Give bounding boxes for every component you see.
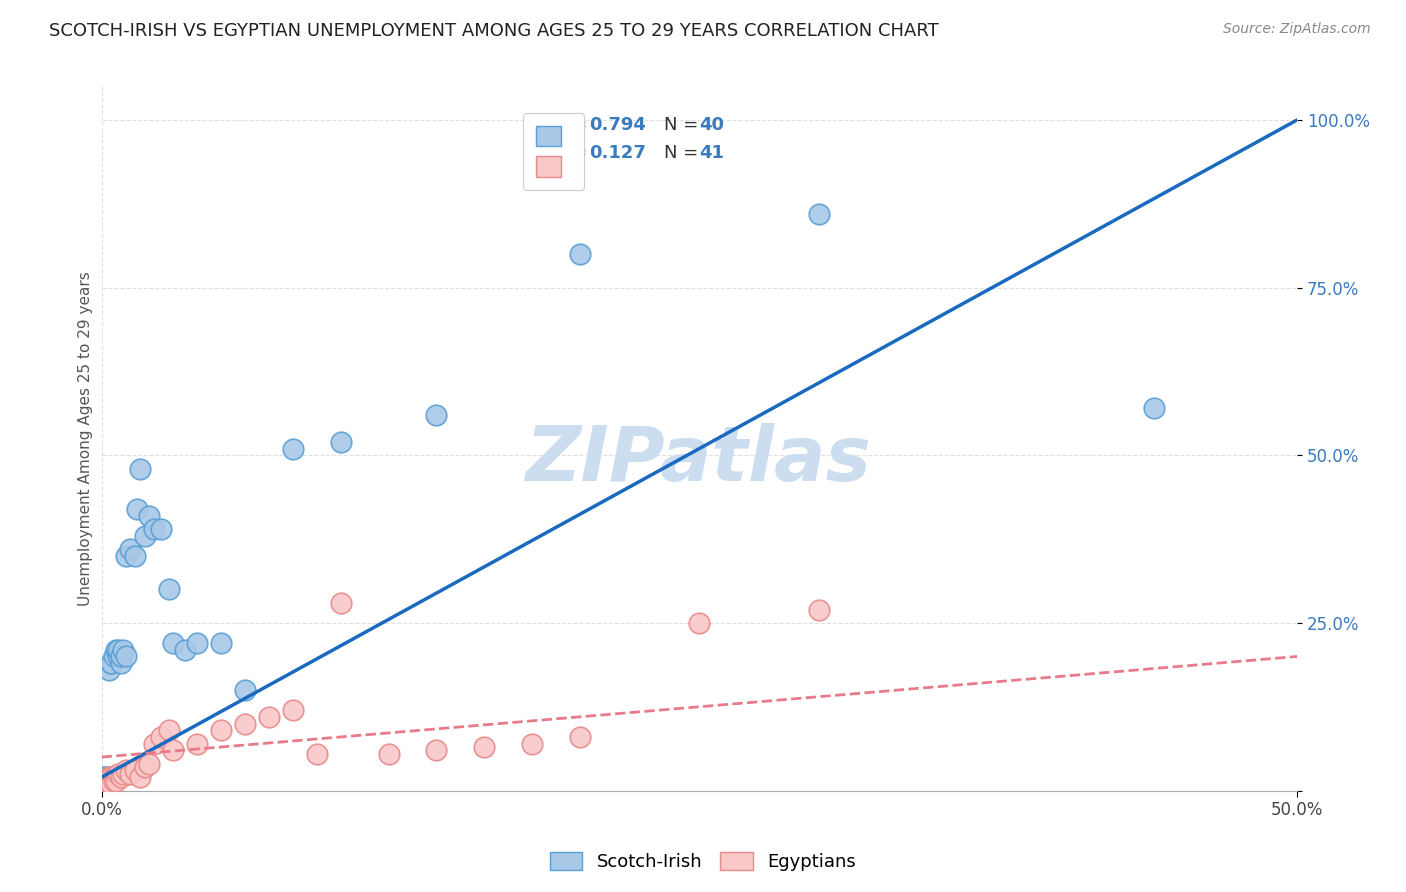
- Point: [807, 602, 830, 616]
- Point: [120, 542, 142, 557]
- Point: [110, 770, 132, 784]
- Point: [425, 743, 447, 757]
- Point: [97, 777, 120, 791]
- Legend: , : ,: [523, 113, 585, 190]
- Point: [97, 773, 120, 788]
- Point: [103, 770, 125, 784]
- Legend: Scotch-Irish, Egyptians: Scotch-Irish, Egyptians: [543, 845, 863, 879]
- Point: [100, 777, 122, 791]
- Point: [120, 767, 142, 781]
- Point: [162, 636, 184, 650]
- Point: [103, 770, 125, 784]
- Text: ZIPatlas: ZIPatlas: [526, 423, 872, 497]
- Point: [162, 743, 184, 757]
- Point: [114, 649, 136, 664]
- Text: SCOTCH-IRISH VS EGYPTIAN UNEMPLOYMENT AMONG AGES 25 TO 29 YEARS CORRELATION CHAR: SCOTCH-IRISH VS EGYPTIAN UNEMPLOYMENT AM…: [49, 22, 939, 40]
- Point: [128, 770, 150, 784]
- Point: [134, 529, 156, 543]
- Point: [103, 649, 125, 664]
- Text: 0.794: 0.794: [589, 116, 647, 134]
- Point: [233, 716, 256, 731]
- Point: [150, 522, 173, 536]
- Point: [377, 747, 399, 761]
- Point: [186, 636, 208, 650]
- Point: [107, 649, 129, 664]
- Point: [110, 649, 132, 664]
- Point: [329, 434, 352, 449]
- Point: [96, 773, 118, 788]
- Point: [124, 549, 146, 563]
- Point: [568, 730, 591, 744]
- Text: R =: R =: [554, 116, 592, 134]
- Point: [425, 408, 447, 422]
- Point: [96, 777, 118, 791]
- Point: [281, 703, 304, 717]
- Point: [104, 770, 127, 784]
- Text: 41: 41: [699, 145, 724, 162]
- Point: [174, 642, 197, 657]
- Point: [93, 773, 115, 788]
- Point: [93, 770, 115, 784]
- Point: [807, 207, 830, 221]
- Point: [209, 723, 232, 738]
- Point: [96, 777, 118, 791]
- Point: [329, 596, 352, 610]
- Point: [138, 756, 160, 771]
- Point: [110, 656, 132, 670]
- Point: [1143, 401, 1166, 416]
- Text: 40: 40: [699, 116, 724, 134]
- Point: [568, 247, 591, 261]
- Point: [100, 656, 122, 670]
- Point: [100, 656, 122, 670]
- Point: [281, 442, 304, 456]
- Point: [97, 663, 120, 677]
- Point: [97, 770, 120, 784]
- Point: [96, 770, 118, 784]
- Point: [104, 642, 127, 657]
- Point: [114, 764, 136, 778]
- Text: R =: R =: [554, 145, 592, 162]
- Point: [209, 636, 232, 650]
- Point: [233, 683, 256, 698]
- Point: [97, 777, 120, 791]
- Text: 0.127: 0.127: [589, 145, 647, 162]
- Text: N =: N =: [664, 116, 703, 134]
- Point: [96, 773, 118, 788]
- Point: [157, 582, 180, 597]
- Point: [688, 615, 710, 630]
- Text: N =: N =: [664, 145, 703, 162]
- Point: [143, 522, 166, 536]
- Point: [138, 508, 160, 523]
- Point: [124, 764, 146, 778]
- Point: [104, 773, 127, 788]
- Point: [97, 770, 120, 784]
- Point: [100, 770, 122, 784]
- Point: [186, 737, 208, 751]
- Point: [103, 773, 125, 788]
- Point: [143, 737, 166, 751]
- Point: [257, 710, 280, 724]
- Text: Source: ZipAtlas.com: Source: ZipAtlas.com: [1223, 22, 1371, 37]
- Point: [107, 642, 129, 657]
- Point: [96, 777, 118, 791]
- Point: [520, 737, 543, 751]
- Point: [128, 461, 150, 475]
- Point: [127, 502, 149, 516]
- Point: [107, 767, 129, 781]
- Point: [150, 730, 173, 744]
- Point: [114, 549, 136, 563]
- Point: [305, 747, 328, 761]
- Y-axis label: Unemployment Among Ages 25 to 29 years: Unemployment Among Ages 25 to 29 years: [79, 271, 93, 606]
- Point: [112, 642, 135, 657]
- Point: [93, 777, 115, 791]
- Point: [112, 767, 135, 781]
- Point: [134, 760, 156, 774]
- Point: [93, 777, 115, 791]
- Point: [157, 723, 180, 738]
- Point: [472, 739, 495, 754]
